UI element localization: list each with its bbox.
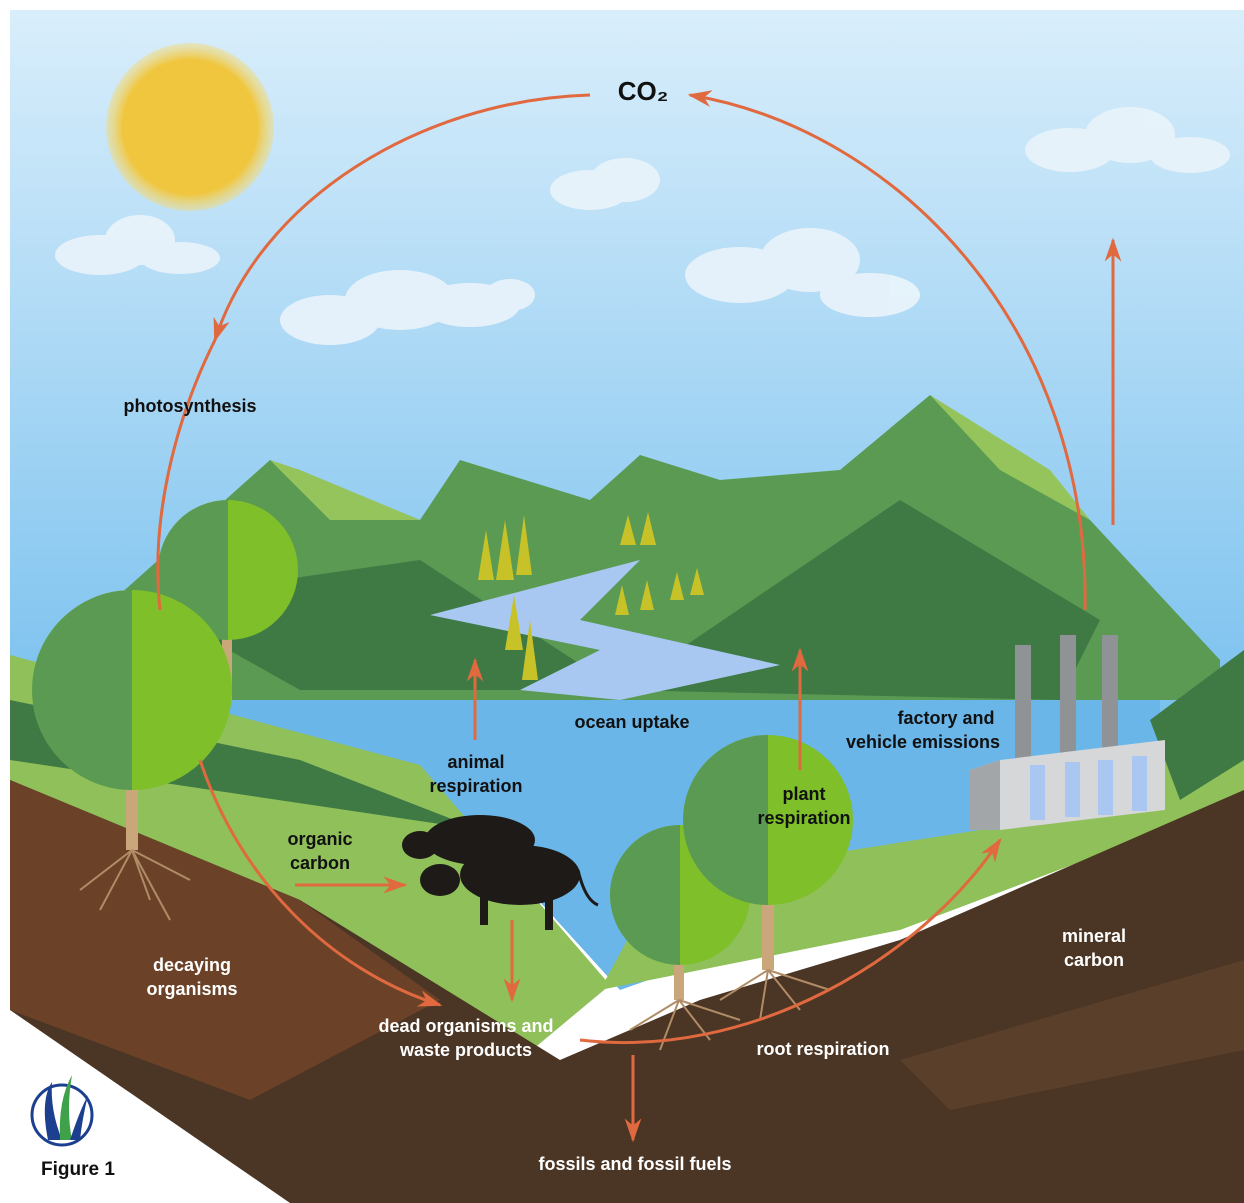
- label-line: organic: [287, 829, 352, 849]
- page: CO₂ photosynthesis ocean uptake animal re…: [0, 0, 1244, 1203]
- label-line: vehicle emissions: [846, 732, 1000, 752]
- sun: [106, 43, 274, 211]
- label-line: waste products: [399, 1040, 532, 1060]
- label-line: factory and: [897, 708, 994, 728]
- label-line: dead organisms and: [378, 1016, 553, 1036]
- logo: [32, 1075, 92, 1145]
- label-line: organisms: [146, 979, 237, 999]
- label: ocean uptake: [574, 712, 689, 732]
- label-line: photosynthesis: [123, 396, 256, 416]
- carbon-cycle-diagram: CO₂ photosynthesis ocean uptake animal re…: [0, 0, 1244, 1203]
- label-line: fossils and fossil fuels: [538, 1154, 731, 1174]
- label-line: respiration: [757, 808, 850, 828]
- figure-caption: Figure 1: [41, 1159, 115, 1180]
- label-line: carbon: [1064, 950, 1124, 970]
- label-line: respiration: [429, 776, 522, 796]
- label-line: decaying: [153, 955, 231, 975]
- label-line: root respiration: [756, 1039, 889, 1059]
- label-line: carbon: [290, 853, 350, 873]
- label-line: ocean uptake: [574, 712, 689, 732]
- label-line: plant: [783, 784, 826, 804]
- label: root respiration: [756, 1039, 889, 1059]
- label: fossils and fossil fuels: [538, 1154, 731, 1174]
- label-line: mineral: [1062, 926, 1126, 946]
- co2-label: CO₂: [618, 76, 669, 106]
- label: photosynthesis: [123, 396, 256, 416]
- label-line: animal: [447, 752, 504, 772]
